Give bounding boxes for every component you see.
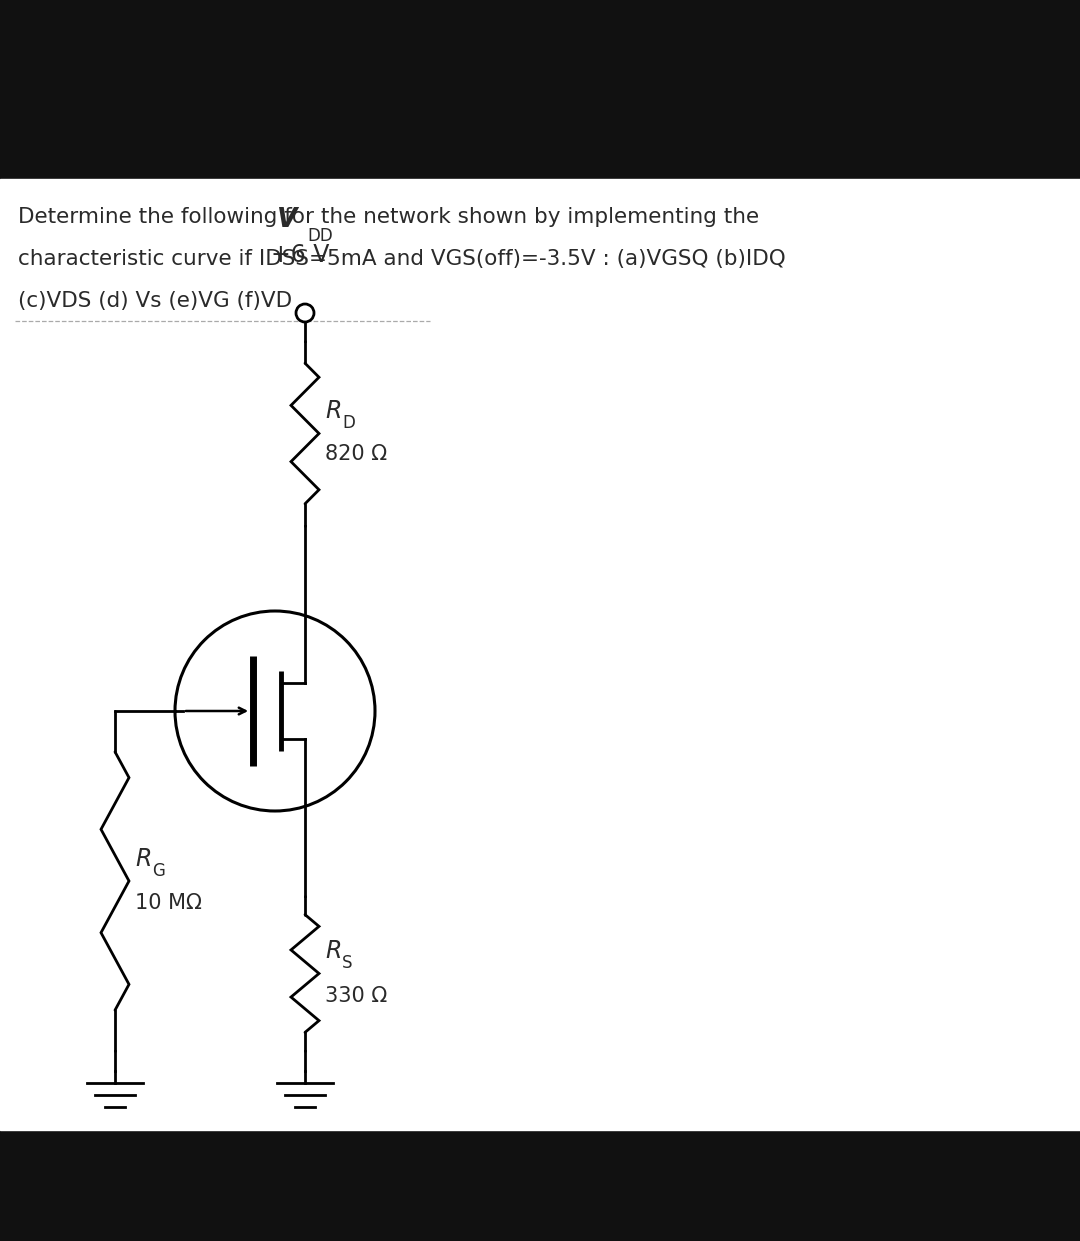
Text: 820 Ω: 820 Ω xyxy=(325,443,387,463)
Text: R: R xyxy=(325,939,341,963)
Text: 330 Ω: 330 Ω xyxy=(325,985,388,1005)
Text: V: V xyxy=(276,207,297,233)
Text: D: D xyxy=(342,414,355,433)
Text: DD: DD xyxy=(307,227,333,244)
Text: (c)VDS (d) Vs (e)VG (f)VD: (c)VDS (d) Vs (e)VG (f)VD xyxy=(18,290,292,311)
Bar xyxy=(0,179,1080,1131)
Text: Determine the following for the network shown by implementing the: Determine the following for the network … xyxy=(18,207,759,227)
Text: R: R xyxy=(325,400,341,423)
Text: +6 V: +6 V xyxy=(271,243,329,267)
Text: characteristic curve if IDSS=5mA and VGS(off)=-3.5V : (a)VGSQ (b)IDQ: characteristic curve if IDSS=5mA and VGS… xyxy=(18,249,786,269)
Text: R: R xyxy=(135,848,151,871)
Text: 10 MΩ: 10 MΩ xyxy=(135,894,202,913)
Text: S: S xyxy=(342,954,352,973)
Text: G: G xyxy=(152,862,165,880)
